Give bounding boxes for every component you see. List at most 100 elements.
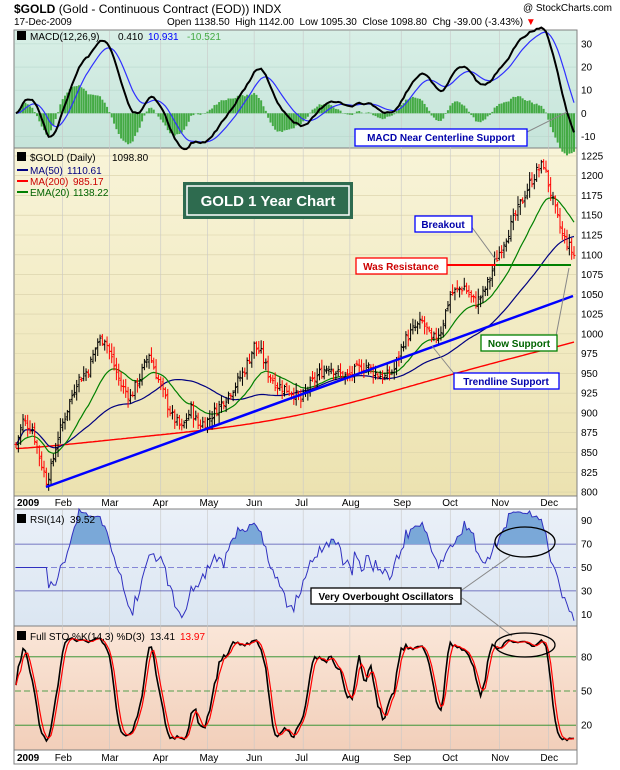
price-bar: [556, 202, 560, 218]
chart-date: 17-Dec-2009: [14, 17, 72, 28]
price-bar: [23, 415, 27, 426]
price-tick-label: 1150: [581, 211, 603, 222]
price-bar: [72, 384, 76, 398]
price-bar: [117, 363, 121, 386]
price-bar: [479, 295, 483, 308]
now-support-pointer: [555, 267, 570, 337]
symbol-description: (Gold - Continuous Contract (EOD)): [58, 2, 250, 16]
macd-hist-value: -10.521: [187, 32, 221, 43]
price-bar: [423, 316, 427, 335]
price-bar: [516, 196, 520, 221]
price-bar: [315, 368, 319, 389]
month-label: Jul: [295, 753, 308, 764]
down-arrow-icon: ▼: [525, 17, 536, 28]
price-bar: [173, 409, 177, 429]
price-tick-label: 1175: [581, 191, 603, 202]
price-bar: [444, 309, 448, 329]
price-bar: [56, 431, 60, 458]
price-bar: [233, 382, 237, 397]
price-tick-label: 850: [581, 448, 598, 459]
price-bar: [563, 228, 567, 244]
price-bar: [266, 355, 270, 383]
rsi-overbought-ellipse: [494, 526, 556, 558]
month-label: Nov: [491, 498, 509, 509]
ob-pointer-2: [461, 597, 513, 637]
price-bar: [35, 439, 39, 454]
price-bar: [168, 405, 172, 417]
month-label: Nov: [491, 753, 509, 764]
price-bar: [280, 380, 284, 400]
price-bar: [98, 334, 102, 346]
title-box: GOLD 1 Year Chart: [183, 182, 353, 219]
price-bar: [544, 160, 548, 173]
price-bar: [194, 410, 198, 421]
ma50-label: MA(50): [30, 166, 63, 177]
sto-tick-label: 50: [581, 687, 593, 698]
month-label: Feb: [55, 753, 73, 764]
breakout-pointer: [470, 225, 497, 261]
price-bar: [507, 229, 511, 244]
price-bar: [378, 370, 382, 380]
price-bar: [250, 351, 254, 368]
month-label: Aug: [342, 498, 360, 509]
trendline: [45, 294, 574, 489]
price-bar: [182, 420, 186, 429]
rsi-tick-label: 70: [581, 540, 593, 551]
price-bar: [472, 294, 476, 303]
price-bar: [325, 365, 329, 374]
low-value: 1095.30: [320, 17, 357, 28]
price-bar: [112, 346, 116, 371]
price-bar: [247, 353, 251, 365]
ma200-value: 985.17: [73, 177, 104, 188]
overbought-annotation: Very Overbought Oscillators: [318, 592, 453, 603]
month-label: Mar: [101, 498, 119, 509]
macd-label: MACD(12,26,9): [30, 32, 99, 43]
price-bar: [51, 453, 55, 467]
ema20-label: EMA(20): [30, 188, 69, 199]
price-bar: [231, 390, 235, 402]
month-label: Oct: [442, 753, 458, 764]
trendline-pointer: [431, 345, 457, 377]
price-bar: [504, 238, 508, 252]
title-box-text: GOLD 1 Year Chart: [201, 193, 336, 210]
price-bar: [42, 460, 46, 478]
price-bar: [418, 311, 422, 329]
price-bar: [521, 197, 525, 204]
open-value: 1138.50: [194, 17, 230, 28]
macd-tick-label: 20: [581, 63, 593, 74]
ob-pointer-1: [461, 555, 511, 591]
price-bar: [483, 286, 487, 297]
price-bar: [367, 362, 371, 375]
rsi-tick-label: 30: [581, 586, 593, 597]
price-bar: [254, 341, 258, 357]
price-bar: [553, 195, 557, 214]
annotation-labels: MACD Near Centerline Support Breakout Wa…: [310, 128, 560, 605]
price-bar: [476, 288, 480, 315]
rsi-line: [16, 507, 575, 621]
price-bar: [37, 445, 41, 467]
price-bar: [142, 358, 146, 371]
price-bar: [467, 285, 471, 298]
price-bar: [84, 368, 88, 381]
price-bar: [546, 169, 550, 193]
month-labels: 2009 2009 Feb Feb Mar Mar Apr Apr May May Jun Jun Ju…: [17, 498, 558, 764]
month-label: May: [199, 498, 218, 509]
open-label: Open: [167, 17, 192, 28]
price-bar: [518, 199, 522, 215]
price-tick-label: 1000: [581, 329, 604, 340]
date-strip-bottom: [13, 749, 578, 765]
price-bar: [432, 331, 436, 342]
price-bar: [388, 366, 392, 381]
price-bar: [348, 365, 352, 382]
price-bar: [558, 207, 562, 234]
sto-tick-label: 20: [581, 721, 593, 732]
price-bar: [154, 359, 158, 380]
price-bar: [465, 282, 469, 294]
price-bar: [33, 422, 37, 445]
price-tick-label: 1125: [581, 231, 603, 242]
month-label: Sep: [393, 498, 411, 509]
price-bar: [458, 286, 462, 298]
price-bar: [217, 400, 221, 424]
price-bar: [411, 318, 415, 335]
price-bar: [229, 392, 233, 400]
